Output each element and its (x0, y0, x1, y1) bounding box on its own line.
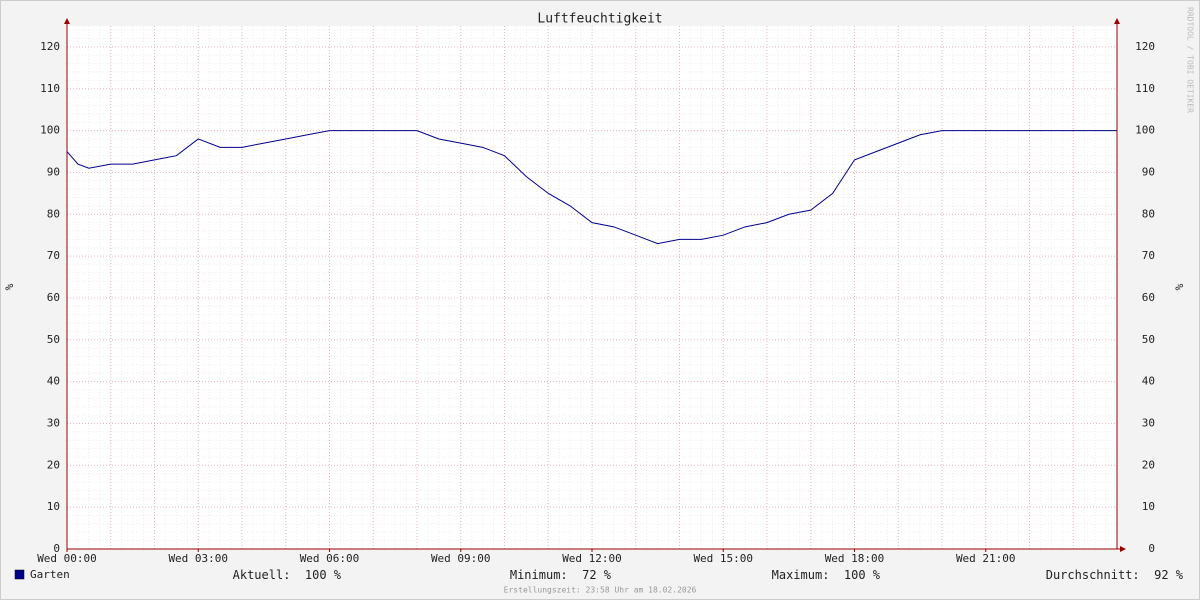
y2-tick-label: 10 (1142, 500, 1155, 513)
legend-label: Garten (30, 568, 70, 581)
watermark: RRDTOOL / TOBI OETIKER (1186, 7, 1195, 113)
stat-part: % (327, 568, 342, 582)
stat-part: Aktuell: (233, 568, 291, 582)
labels: 0 0 10 10 20 20 30 30 40 40 50 50 60 60 70 70 80 80 90 90 10… (14, 40, 1184, 582)
y-tick-label: 100 (40, 124, 60, 137)
y2-tick-label: 0 (1148, 542, 1155, 555)
x-tick-label: Wed 03:00 (168, 552, 228, 565)
y-tick-label: 20 (47, 458, 60, 471)
stat: Durchschnitt: 92 % (1046, 568, 1184, 582)
stat: Maximum: 100 % (772, 568, 881, 582)
y-tick-label: 70 (47, 249, 60, 262)
y2-tick-label: 30 (1142, 416, 1155, 429)
legend-swatch (14, 569, 25, 580)
y2-tick-label: 80 (1142, 207, 1155, 220)
y2-tick-label: 100 (1135, 124, 1155, 137)
y2-tick-label: 120 (1135, 40, 1155, 53)
stat-part: 72 (568, 568, 597, 582)
y-tick-label: 40 (47, 375, 60, 388)
stat: Aktuell: 100 % (233, 568, 342, 582)
stat-part: Maximum: (772, 568, 830, 582)
series-line (66, 130, 1117, 245)
y2-tick-label: 50 (1142, 333, 1155, 346)
stat-part: Minimum: (510, 568, 568, 582)
x-tick-label: Wed 09:00 (431, 552, 491, 565)
arrow (64, 18, 70, 24)
x-tick-label: Wed 21:00 (956, 552, 1016, 565)
y-axis-label: % (3, 283, 16, 290)
stat-part: % (1169, 568, 1184, 582)
y2-tick-label: 90 (1142, 165, 1155, 178)
stat-part: 92 (1140, 568, 1169, 582)
y2-axis-label: % (1173, 283, 1186, 290)
y2-tick-label: 110 (1135, 82, 1155, 95)
y-tick-label: 120 (40, 40, 60, 53)
y-tick-label: 60 (47, 291, 60, 304)
x-tick-label: Wed 12:00 (562, 552, 622, 565)
y-tick-label: 0 (53, 542, 60, 555)
stat-part: % (597, 568, 612, 582)
stat-part: % (866, 568, 881, 582)
y-tick-label: 10 (47, 500, 60, 513)
x-tick-label: Wed 06:00 (300, 552, 360, 565)
x-tick-label: Wed 18:00 (825, 552, 885, 565)
stat: Minimum: 72 % (510, 568, 612, 582)
x-tick-label: Wed 15:00 (693, 552, 753, 565)
y-tick-label: 50 (47, 333, 60, 346)
footer: Erstellungszeit: 23:58 Uhr am 18.02.2026 (504, 586, 697, 595)
chart-title: Luftfeuchtigkeit (537, 12, 662, 27)
y2-tick-label: 70 (1142, 249, 1155, 262)
stat-part: 100 (290, 568, 326, 582)
y-tick-label: 80 (47, 207, 60, 220)
y-tick-label: 30 (47, 416, 60, 429)
arrow (1114, 18, 1120, 24)
arrow (1120, 546, 1126, 552)
y2-tick-label: 20 (1142, 458, 1155, 471)
x-tick-label: Wed 00:00 (37, 552, 97, 565)
marks (66, 130, 1117, 245)
stat-part: 100 (829, 568, 865, 582)
y2-tick-label: 40 (1142, 375, 1155, 388)
y-tick-label: 110 (40, 82, 60, 95)
y2-tick-label: 60 (1142, 291, 1155, 304)
grid (64, 18, 1126, 552)
y-tick-label: 90 (47, 165, 60, 178)
stat-part: Durchschnitt: (1046, 568, 1140, 582)
